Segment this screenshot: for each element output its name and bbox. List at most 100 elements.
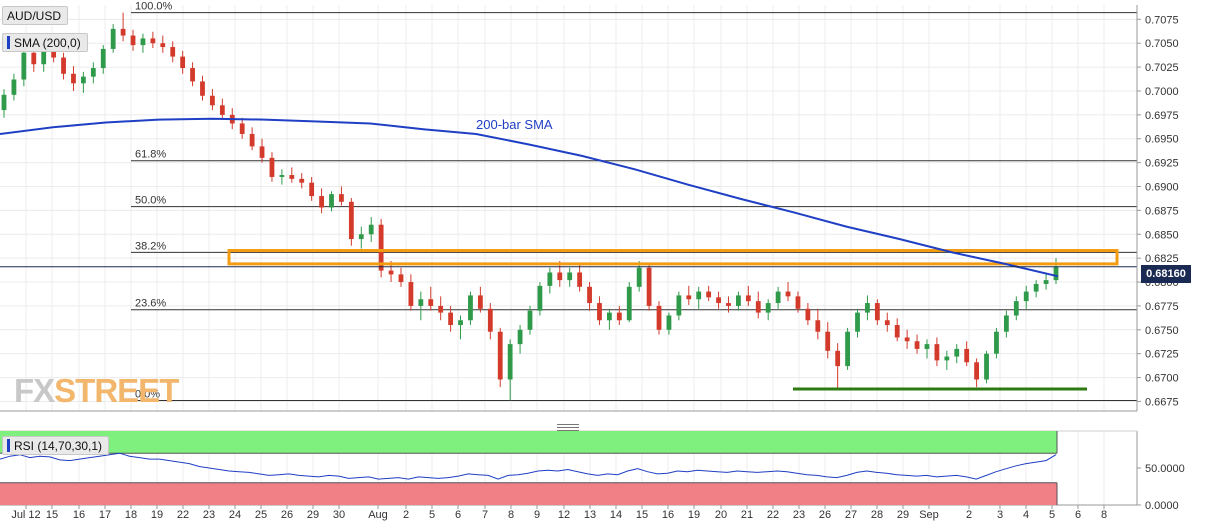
candle-body — [597, 303, 602, 321]
x-tick-label: 19 — [151, 509, 163, 521]
candle — [71, 66, 76, 91]
candle-body — [51, 50, 57, 58]
candle — [468, 291, 473, 326]
candle-body — [517, 329, 523, 345]
candle-body — [348, 201, 354, 240]
sma-color-swatch — [7, 36, 10, 49]
candle — [130, 29, 136, 51]
candle — [904, 329, 910, 349]
candle — [716, 291, 721, 309]
candle — [90, 62, 96, 84]
candle-body — [606, 312, 612, 321]
current-price-tag: 0.68160 — [1141, 265, 1191, 283]
candle-body — [71, 73, 76, 84]
rsi-legend-label: RSI (14,70,30,1) — [14, 439, 103, 453]
candle-body — [329, 194, 334, 208]
candle — [865, 295, 870, 321]
x-tick-label: 3 — [997, 509, 1003, 521]
candle — [329, 191, 334, 212]
candle-body — [239, 123, 245, 134]
fxstreet-logo: FXSTREET — [14, 372, 179, 409]
candle-body — [964, 348, 970, 363]
candle — [974, 358, 980, 388]
candle — [1023, 285, 1029, 309]
candle-body — [577, 272, 583, 287]
candle — [358, 226, 364, 249]
candle — [110, 24, 116, 53]
candle-body — [884, 320, 890, 326]
pane-resize-handle[interactable] — [557, 424, 579, 431]
candle-body — [398, 274, 404, 283]
candle-body — [656, 305, 662, 330]
x-tick-label: 13 — [584, 509, 596, 521]
candle — [964, 341, 970, 367]
candle — [120, 12, 126, 42]
candle-body — [696, 291, 702, 300]
candle-body — [567, 272, 573, 281]
candle-body — [408, 282, 414, 306]
candle — [696, 286, 702, 309]
candle-body — [865, 303, 870, 313]
candle — [1, 89, 7, 118]
candle — [11, 73, 17, 101]
candle-body — [259, 146, 265, 158]
candle — [507, 339, 513, 401]
candle-body — [835, 350, 841, 367]
fib-label: 61.8% — [135, 149, 166, 161]
candle-body — [477, 295, 483, 309]
candle-body — [289, 175, 295, 179]
candle — [61, 52, 66, 80]
y-tick-label: 0.6975 — [1145, 110, 1179, 122]
candle — [686, 285, 692, 305]
y-tick-label: 0.6900 — [1145, 182, 1179, 194]
candle-body — [954, 348, 960, 357]
candle-body — [388, 270, 394, 275]
candle — [319, 188, 324, 214]
candle — [626, 282, 632, 323]
candle — [210, 89, 215, 111]
rsi-tick-label: 50.0000 — [1145, 463, 1185, 475]
x-tick-label: 14 — [610, 509, 622, 521]
candle-body — [279, 175, 285, 177]
rsi-axis-ticks: 50.0000 0.0000 — [1137, 463, 1185, 512]
x-tick-label: 29 — [307, 509, 319, 521]
candle-body — [974, 362, 980, 380]
x-tick-label: 9 — [534, 509, 540, 521]
rsi-overbought-zone — [0, 431, 1057, 454]
candle — [458, 315, 463, 340]
y-tick-label: 0.6775 — [1145, 301, 1179, 313]
candle — [150, 31, 156, 48]
x-tick-label: 30 — [333, 509, 345, 521]
candle-body — [140, 38, 146, 46]
y-tick-label: 0.6825 — [1145, 253, 1179, 265]
x-tick-label: 20 — [715, 509, 727, 521]
candle-body — [547, 272, 553, 286]
x-tick-label: 28 — [871, 509, 883, 521]
y-tick-label: 0.6950 — [1145, 134, 1179, 146]
candle — [368, 217, 374, 242]
x-tick-label: 4 — [1023, 509, 1029, 521]
candle — [646, 262, 652, 311]
candle — [299, 173, 305, 189]
candle-body — [210, 95, 215, 106]
candle-body — [170, 47, 176, 57]
rsi-oversold-zone — [0, 482, 1057, 505]
candle — [874, 299, 880, 326]
candle-body — [61, 57, 66, 74]
rsi-legend-badge[interactable]: RSI (14,70,30,1) — [2, 436, 110, 455]
y-tick-label: 0.7050 — [1145, 38, 1179, 50]
y-tick-label: 0.6700 — [1145, 373, 1179, 385]
candle-body — [150, 38, 156, 44]
sma-legend-badge[interactable]: SMA (200,0) — [2, 33, 88, 52]
candle-body — [110, 28, 116, 49]
candle-body — [80, 76, 86, 84]
symbol-badge[interactable]: AUD/USD — [2, 6, 69, 25]
candle — [726, 296, 731, 313]
candle-body — [418, 299, 424, 306]
candle-body — [1, 94, 7, 111]
candle-body — [507, 344, 513, 380]
candle-body — [626, 286, 632, 321]
sma-200-line — [0, 117, 1059, 278]
candle — [219, 98, 225, 120]
